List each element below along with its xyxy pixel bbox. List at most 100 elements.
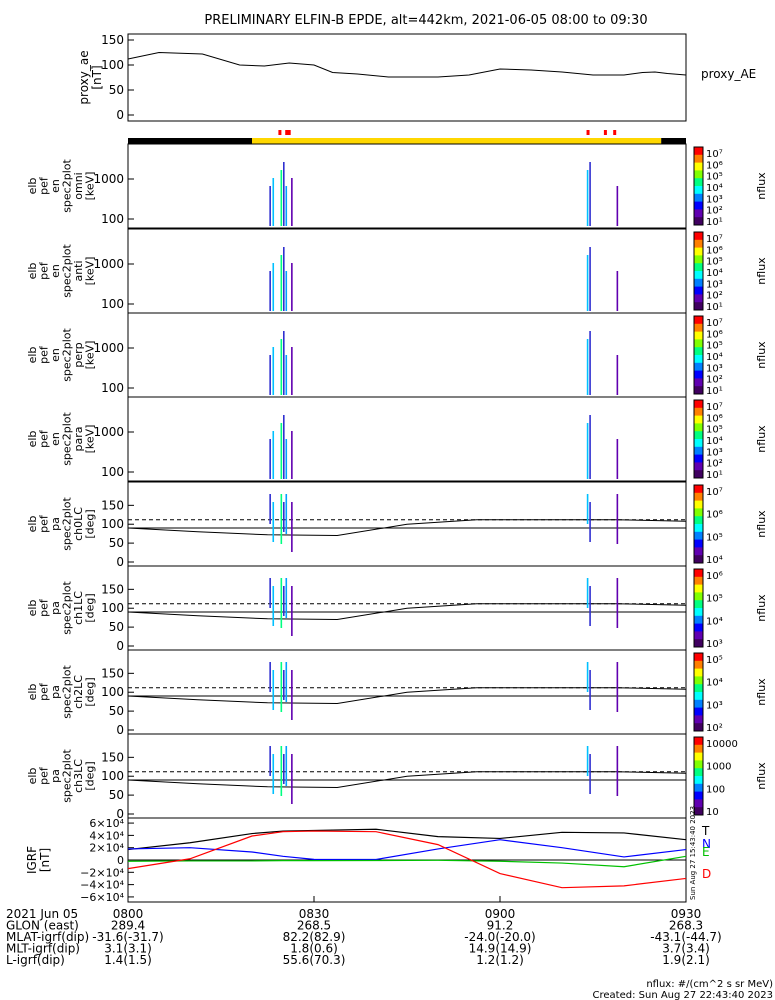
colorbar-segment	[694, 331, 703, 340]
y-axis-label-line: pa	[49, 517, 62, 531]
y-axis-label-line: en	[49, 432, 62, 446]
colorbar-segment	[694, 255, 703, 264]
y-tick-label: 1000	[93, 341, 124, 355]
data-burst	[586, 746, 589, 776]
y-axis-label-line: spec2plot	[61, 749, 74, 803]
y-axis-label-line: ch2LC	[72, 675, 85, 709]
y-tick-label: 50	[109, 788, 124, 802]
y-tick-label: 0	[116, 807, 124, 821]
footer-row-label: L-igrf(dip)	[6, 953, 65, 967]
data-burst	[283, 415, 285, 479]
y-axis-label-line: pef	[38, 345, 51, 364]
y-tick-label: 1000	[93, 425, 124, 439]
data-burst	[589, 502, 591, 542]
colorbar-label-text: nflux	[755, 678, 768, 706]
colorbar-segment	[694, 639, 703, 648]
y-axis-label-line: [deg]	[84, 593, 97, 622]
colorbar-tick-label: 10⁴	[706, 436, 723, 447]
colorbar-segment	[694, 286, 703, 295]
data-burst	[269, 271, 271, 311]
igrf-series-D	[127, 830, 687, 889]
footer-value: 268.5	[297, 919, 331, 933]
colorbar-tick-label: 10⁴	[706, 268, 723, 279]
footer-value: 1.2(1.2)	[476, 953, 524, 967]
colorbar-segment	[694, 615, 703, 625]
y-axis-label-line: ch1LC	[72, 591, 85, 625]
colorbar-segment	[694, 715, 703, 724]
colorbar-tick-label: 10¹	[706, 217, 723, 228]
footer-value: 0830	[299, 907, 330, 921]
colorbar-segment	[694, 423, 703, 432]
footer-value: -24.0(-20.0)	[464, 930, 535, 944]
footer-value: 0800	[113, 907, 144, 921]
colorbar-segment	[694, 516, 703, 525]
panel-frame	[127, 312, 687, 398]
colorbar-segment	[694, 407, 703, 417]
colorbar-segment	[694, 294, 703, 303]
y-axis-label-line: anti	[72, 260, 85, 281]
colorbar-label: nflux	[755, 172, 768, 200]
footer-row-label: MLT-igrf(dip)	[6, 942, 80, 956]
igrf-series-label: E	[702, 845, 710, 859]
y-tick-label: 100	[101, 517, 124, 531]
data-burst	[589, 162, 591, 226]
data-burst	[285, 271, 288, 311]
y-axis-label: proxy_ae [nT]	[77, 50, 104, 104]
data-burst	[269, 355, 271, 395]
igrf-series-T	[127, 828, 687, 851]
created-timestamp: Created: Sun Aug 27 22:43:40 2023	[593, 990, 773, 1000]
y-tick-label: 100	[101, 601, 124, 615]
zone-marker	[278, 130, 282, 135]
data-burst	[280, 255, 283, 311]
colorbar-segment	[694, 400, 703, 409]
colorbar-segment	[694, 760, 703, 769]
footer-value: 55.6(70.3)	[283, 953, 346, 967]
data-burst	[269, 494, 271, 524]
colorbar-tick-label: 10⁶	[706, 245, 723, 256]
colorbar-tick-label: 10	[706, 807, 719, 818]
colorbar-segment	[694, 668, 703, 677]
colorbar-label-text: nflux	[755, 594, 768, 622]
footer-value: -31.6(-31.7)	[92, 930, 163, 944]
plot-title: PRELIMINARY ELFIN-B EPDE, alt=442km, 202…	[204, 13, 647, 28]
colorbar-segment	[694, 723, 703, 732]
footer-value: 14.9(14.9)	[469, 942, 532, 956]
colorbar-tick-label: 10⁷	[706, 402, 723, 413]
data-burst	[586, 494, 589, 524]
colorbar-segment	[694, 470, 703, 479]
y-tick-label: 2×10⁴	[89, 842, 124, 855]
colorbar-segment	[694, 584, 703, 593]
colorbar-label: nflux	[755, 257, 768, 285]
colorbar-segment	[694, 485, 703, 494]
data-burst	[616, 439, 619, 479]
colorbar-segment	[694, 752, 703, 761]
colorbar-tick-label: 10⁴	[706, 183, 723, 194]
y-axis-label-line: IGRF	[25, 846, 39, 874]
colorbar-segment	[694, 699, 703, 709]
y-axis-label-line: elb	[26, 178, 39, 195]
panel-frame	[127, 396, 687, 482]
y-axis-label-line: [keV]	[84, 341, 97, 370]
data-burst	[285, 439, 288, 479]
footer-value: 0930	[671, 907, 702, 921]
colorbar-tick-label: 10³	[706, 363, 723, 374]
data-burst	[291, 178, 293, 226]
y-tick-label: 150	[101, 582, 124, 596]
footer-value: 1.8(0.6)	[290, 942, 338, 956]
colorbar-segment	[694, 178, 703, 187]
y-axis-label-line: spec2plot	[61, 581, 74, 635]
colorbar-segment	[694, 684, 703, 693]
y-axis-label-line: elb	[26, 347, 39, 364]
colorbar-segment	[694, 302, 703, 311]
zone-marker	[603, 130, 607, 135]
colorbar-label-text: nflux	[755, 425, 768, 453]
data-burst	[589, 415, 591, 479]
colorbar-frame	[693, 146, 704, 226]
colorbar-segment	[694, 217, 703, 226]
y-tick-label: 4×10⁴	[89, 829, 124, 842]
